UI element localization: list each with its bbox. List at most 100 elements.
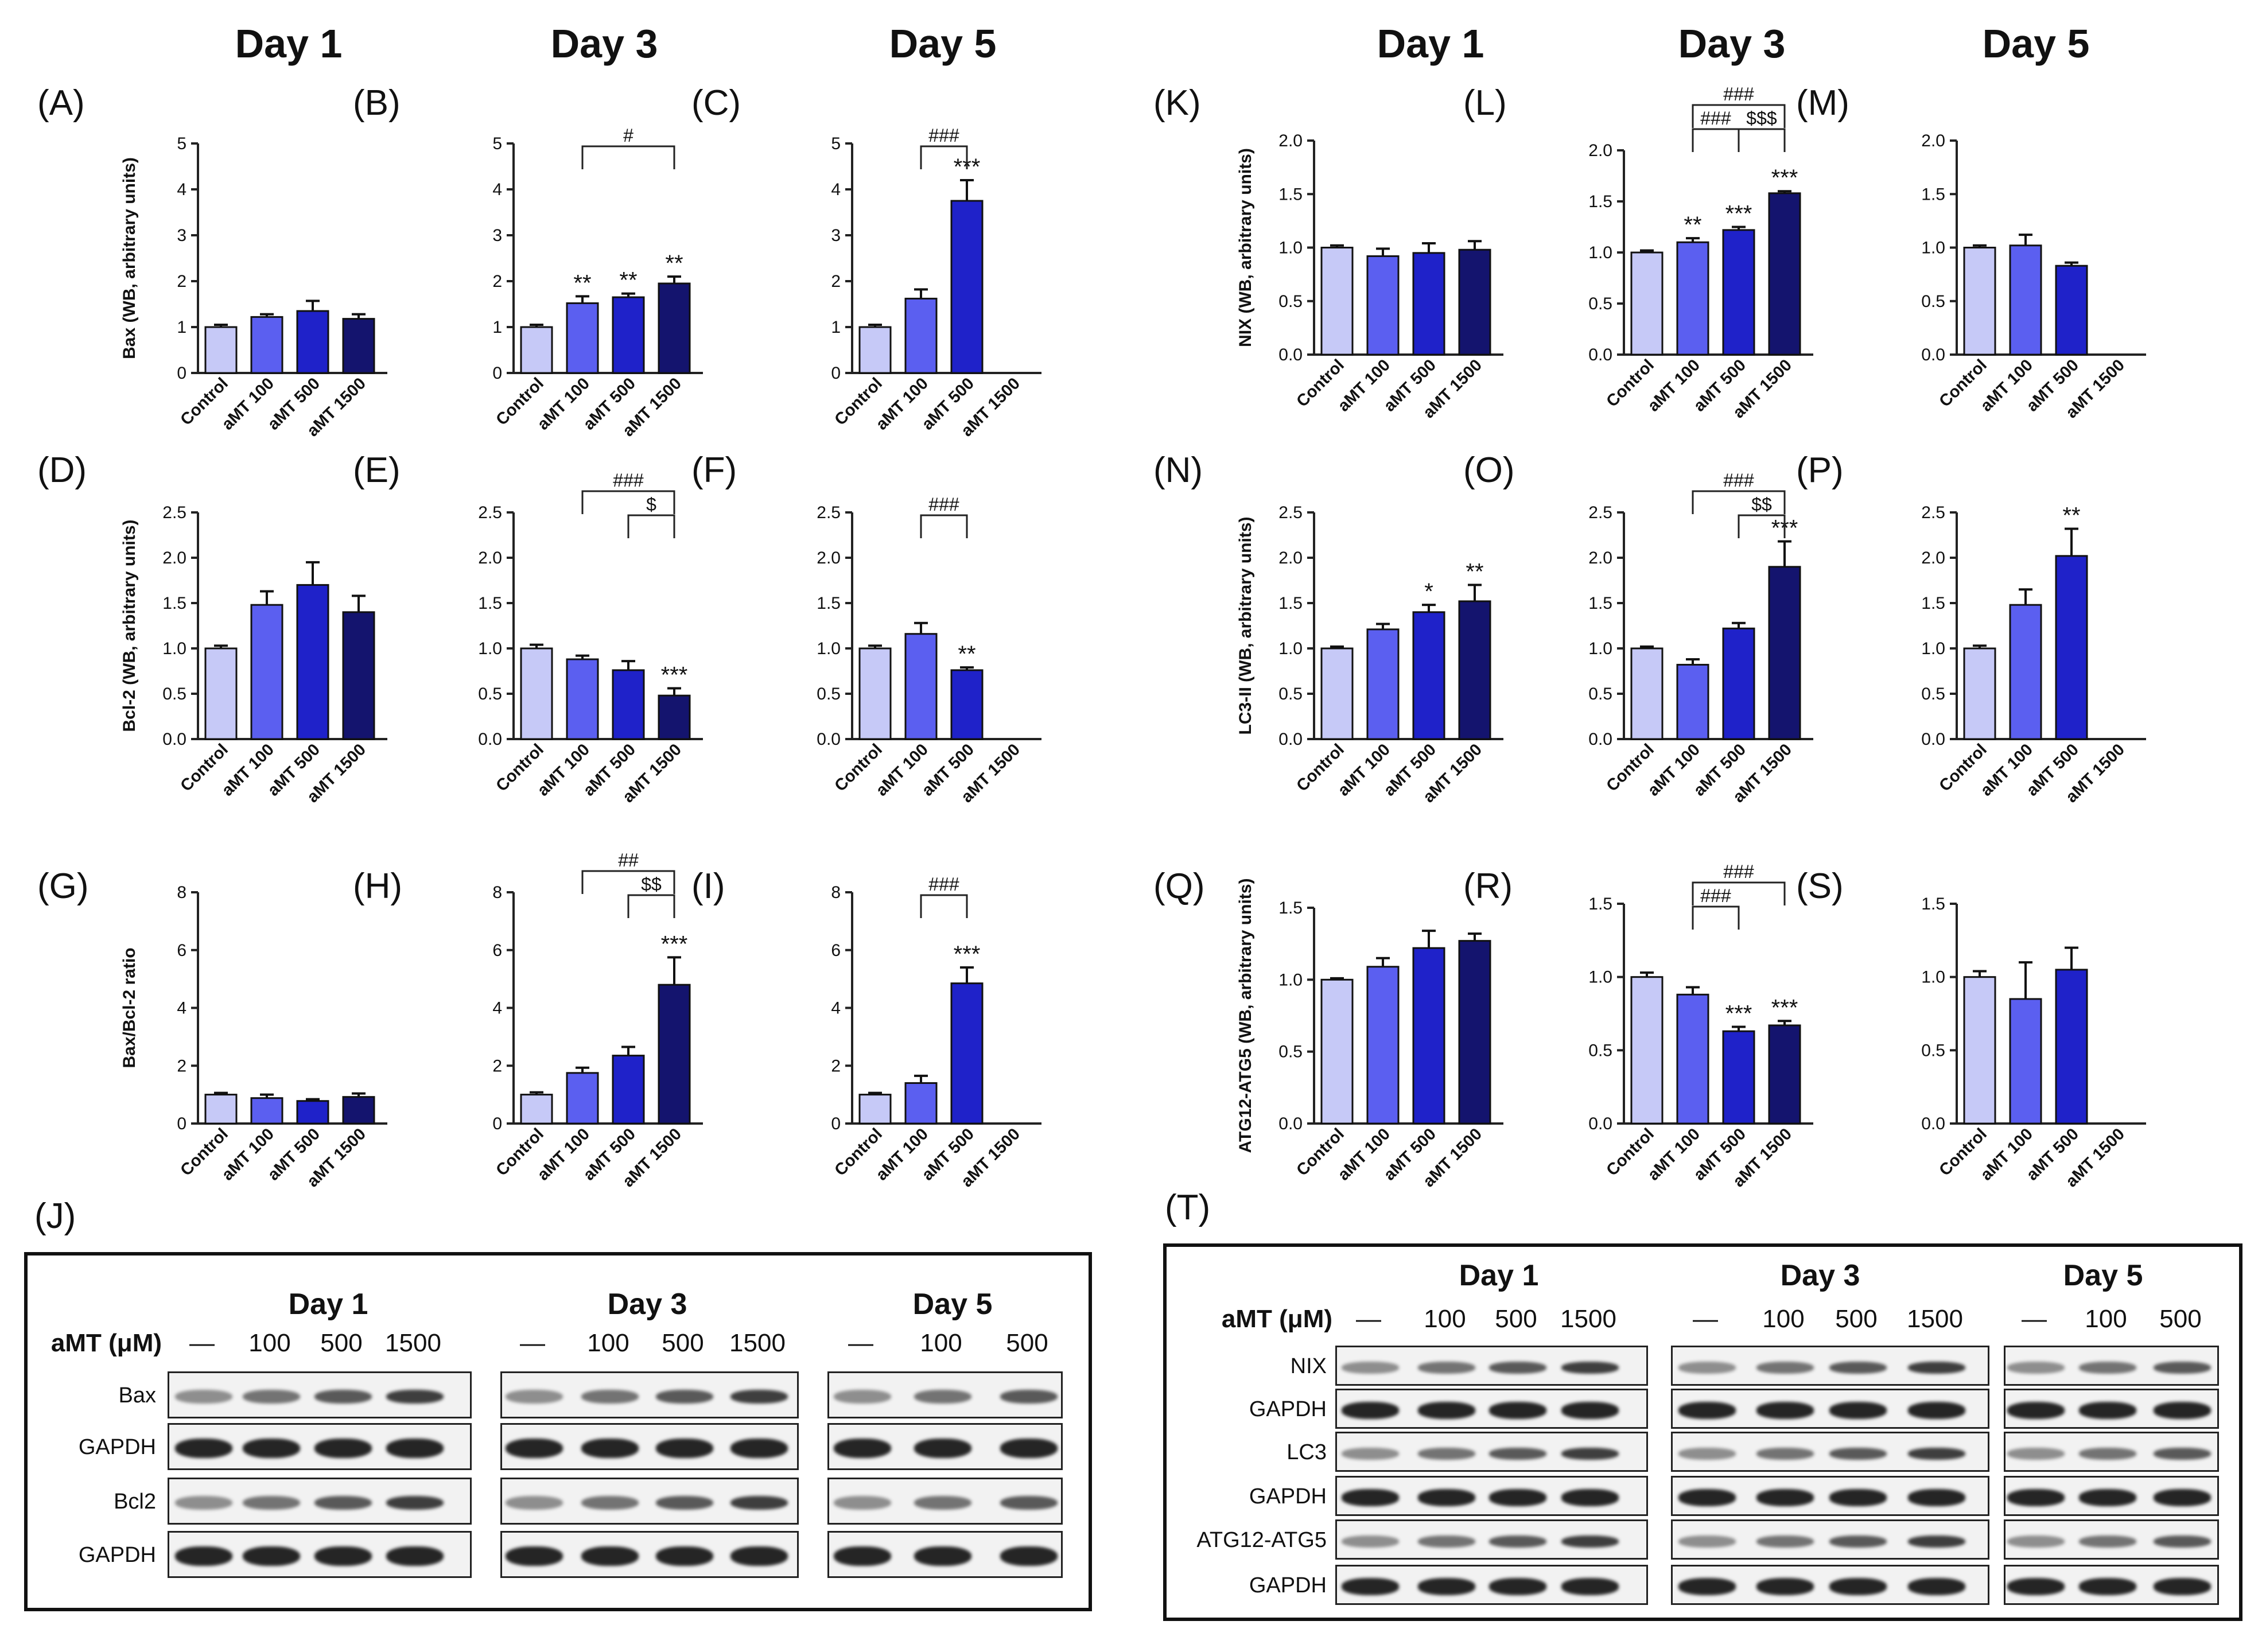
y-tick-label: 0.0 [1278, 1114, 1303, 1133]
comparison-bracket [581, 870, 675, 894]
y-tick-label: 4 [492, 180, 502, 199]
bar [858, 1094, 892, 1125]
protein-band [1756, 1535, 1814, 1548]
y-tick-label: 1.0 [1921, 239, 1945, 258]
comparison-bracket [581, 145, 675, 169]
blot-strip [1335, 1476, 1648, 1516]
blot-day-title: Day 5 [2063, 1259, 2143, 1292]
bar [342, 1096, 375, 1125]
protein-band [1678, 1361, 1736, 1374]
protein-band [656, 1495, 713, 1510]
y-tick-label: 4 [831, 180, 841, 199]
protein-band [1489, 1489, 1546, 1506]
bracket-label: ## [618, 850, 639, 870]
protein-band [1678, 1402, 1736, 1419]
panel-label: (S) [1796, 866, 1844, 906]
bar [296, 1100, 329, 1125]
y-tick-label: 2 [177, 272, 186, 291]
bar [904, 1082, 938, 1125]
protein-band [1342, 1402, 1399, 1419]
blot-strip [827, 1531, 1063, 1578]
blot-strip [2004, 1519, 2219, 1560]
protein-band [1342, 1535, 1399, 1548]
panel-label: (I) [691, 866, 725, 906]
bar [658, 984, 691, 1125]
lane-label: 1500 [1560, 1305, 1616, 1333]
bracket-label: ### [928, 125, 959, 146]
y-tick-label: 0.5 [1588, 1041, 1612, 1060]
y-tick-label: 0.0 [1588, 1114, 1612, 1133]
protein-band [2007, 1402, 2065, 1419]
significance-mark: ** [958, 642, 975, 667]
y-tick-label: 4 [492, 999, 502, 1018]
day-header: Day 5 [1983, 21, 2090, 66]
blot-row-label: GAPDH [79, 1435, 156, 1459]
protein-band [2079, 1489, 2136, 1506]
protein-band [2154, 1402, 2211, 1419]
bar [1412, 252, 1445, 356]
panel-label: (P) [1796, 450, 1844, 490]
comparison-bracket [1692, 128, 1740, 152]
panel-label: (A) [37, 83, 85, 123]
protein-band [730, 1546, 788, 1567]
protein-band [175, 1389, 232, 1404]
blot-strip [2004, 1389, 2219, 1429]
y-axis-label: LC3-II (WB, arbitrary units) [1236, 516, 1255, 734]
protein-band [506, 1389, 563, 1404]
y-tick-label: 4 [177, 999, 186, 1018]
y-tick-label: 0.0 [478, 730, 502, 749]
blot-day-title: Day 5 [913, 1288, 993, 1321]
bar [566, 302, 599, 374]
protein-band [2079, 1361, 2136, 1374]
y-tick-label: 3 [831, 226, 841, 245]
lane-label: 100 [587, 1329, 629, 1357]
y-tick-label: 1.5 [1278, 899, 1303, 918]
panel-label: (H) [353, 866, 402, 906]
protein-band [2154, 1578, 2211, 1595]
bar [342, 611, 375, 740]
bar [950, 200, 984, 374]
protein-band [1000, 1389, 1058, 1404]
y-tick-label: 1.0 [1588, 639, 1612, 658]
lane-label: 1500 [729, 1329, 786, 1357]
blot-row-label: GAPDH [1249, 1397, 1327, 1421]
protein-band [1561, 1578, 1619, 1595]
significance-mark: ** [573, 270, 591, 296]
bar [1963, 247, 1996, 356]
protein-band [656, 1389, 713, 1404]
y-tick-label: 1.0 [1278, 970, 1303, 989]
y-tick-label: 8 [831, 883, 841, 902]
y-tick-label: 1.5 [1588, 895, 1612, 914]
protein-band [834, 1546, 891, 1567]
panel-label: (K) [1153, 83, 1201, 123]
y-tick-label: 2 [492, 272, 502, 291]
protein-band [1908, 1535, 1965, 1548]
significance-mark: * [1424, 579, 1433, 604]
lane-label: 500 [662, 1329, 704, 1357]
blot-strip [1335, 1346, 1648, 1386]
bar [520, 647, 553, 740]
bar [1963, 976, 1996, 1125]
blot-strip [827, 1423, 1063, 1470]
bar [566, 658, 599, 740]
comparison-bracket [920, 514, 968, 538]
treatment-label: aMT (μM) [1222, 1305, 1332, 1333]
y-tick-label: 2.0 [478, 549, 502, 567]
protein-band [1489, 1361, 1546, 1374]
lane-label: 500 [1495, 1305, 1537, 1333]
lane-label: 100 [2085, 1305, 2127, 1333]
protein-band [2079, 1578, 2136, 1595]
bracket-label: $$ [1751, 494, 1772, 515]
protein-band [581, 1438, 639, 1459]
protein-band [1678, 1489, 1736, 1506]
protein-band [834, 1438, 891, 1459]
protein-band [581, 1389, 639, 1404]
y-tick-label: 0.0 [1588, 730, 1612, 749]
blot-strip [1671, 1519, 1989, 1560]
y-axis-label: Bax/Bcl-2 ratio [120, 947, 139, 1068]
y-tick-label: 1.5 [1278, 594, 1303, 613]
protein-band [1829, 1535, 1887, 1548]
protein-band [314, 1546, 372, 1567]
